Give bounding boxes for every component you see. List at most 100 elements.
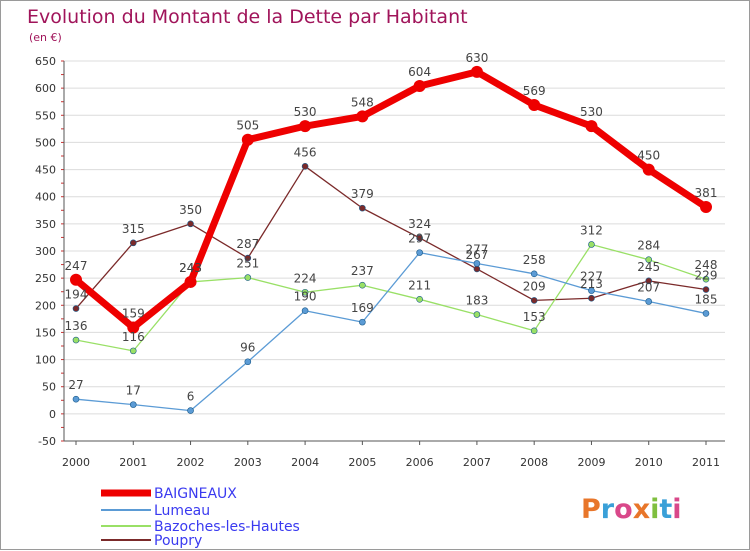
y-tick-label: 350 [35,218,56,231]
data-label: 324 [408,217,431,231]
data-label: 243 [179,261,202,275]
x-tick-label: 2006 [406,456,434,469]
data-point [416,234,423,242]
data-point [700,201,712,214]
data-label: 224 [294,271,317,285]
x-tick-label: 2011 [692,456,720,469]
y-tick-label: 650 [35,55,56,68]
data-point [129,401,137,408]
data-label: 604 [408,65,431,79]
data-label: 207 [637,280,660,294]
y-tick-label: 400 [35,191,56,204]
data-label: 27 [68,378,83,392]
data-label: 243 [179,261,202,275]
x-tick-label: 2009 [577,456,605,469]
data-label: 237 [351,264,374,278]
data-point [702,275,710,283]
data-point [588,287,595,294]
data-point [645,256,653,263]
data-point [645,298,653,305]
data-label: 17 [126,384,141,398]
data-label: 258 [523,253,546,267]
data-label: 277 [465,242,488,256]
grid [64,60,725,442]
data-point [187,407,194,414]
chart-title: Evolution du Montant de la Dette par Hab… [27,6,468,28]
data-label: 194 [65,288,88,302]
y-tick-label: 200 [35,299,56,312]
data-point [72,395,80,403]
data-label: 312 [580,223,603,237]
x-tick-label: 2001 [119,456,147,469]
data-label: 569 [523,84,546,98]
data-label: 169 [351,301,374,315]
data-point [359,204,366,212]
data-label: 630 [465,51,488,65]
data-label: 248 [695,258,718,272]
proxiti-logo: Proxiti [581,494,682,525]
x-tick-label: 2004 [291,456,319,469]
x-tick-label: 2007 [463,456,491,469]
data-point [356,110,369,123]
y-tick-label: 100 [35,354,56,367]
data-point [702,286,710,293]
data-label: 190 [294,290,317,304]
data-point [184,275,197,288]
axes: -50 0 50 100 150 200 250 300 350 400 450 500 550 600 6… [35,55,725,469]
y-tick-label: 450 [35,164,56,177]
data-label: 350 [179,203,202,217]
data-point [72,305,80,312]
y-tick-label: 250 [35,272,56,285]
x-tick-label: 2000 [62,456,90,469]
data-label: 136 [65,319,88,333]
data-point [301,288,309,296]
data-point [530,270,538,278]
data-point [129,347,137,355]
data-label: 297 [408,232,431,246]
data-labels: 194 315 350 287 456 379 324 267 209 213 245 229 136 1… [65,51,718,404]
y-tick-label: 600 [35,82,56,95]
y-tick-label: 150 [35,326,56,339]
data-label: 381 [695,186,718,200]
data-point [530,297,538,304]
data-point [702,310,710,317]
data-point [473,311,481,318]
series-line-poupry [75,165,707,309]
y-tick-label: 50 [42,381,56,394]
data-point [530,327,538,335]
data-point [72,336,80,344]
y-tick-label: 0 [49,408,56,421]
data-label: 287 [236,237,259,251]
data-label: 315 [122,222,145,236]
data-point [244,358,252,366]
data-point [129,239,137,247]
data-point [127,321,140,334]
data-point [301,163,309,170]
data-label: 530 [580,105,603,119]
data-point [528,98,541,111]
data-label: 245 [637,260,660,274]
data-label: 505 [236,119,259,133]
y-tick-label: 300 [35,245,56,258]
data-label: 284 [637,239,660,253]
data-point [299,120,312,133]
data-label: 209 [523,279,546,293]
data-label: 211 [408,278,431,292]
data-label: 530 [294,105,317,119]
data-point [187,220,194,228]
data-point [588,294,595,302]
data-label: 227 [580,270,603,284]
data-label: 159 [122,307,145,321]
data-label: 96 [240,341,255,355]
data-label: 247 [65,259,88,273]
data-label: 548 [351,95,374,109]
y-tick-label: 550 [35,109,56,122]
y-tick-label: 500 [35,136,56,149]
data-point [645,277,653,285]
series-layer [70,65,712,414]
data-point [244,254,252,262]
data-point [588,241,595,248]
data-label: 6 [187,390,195,404]
